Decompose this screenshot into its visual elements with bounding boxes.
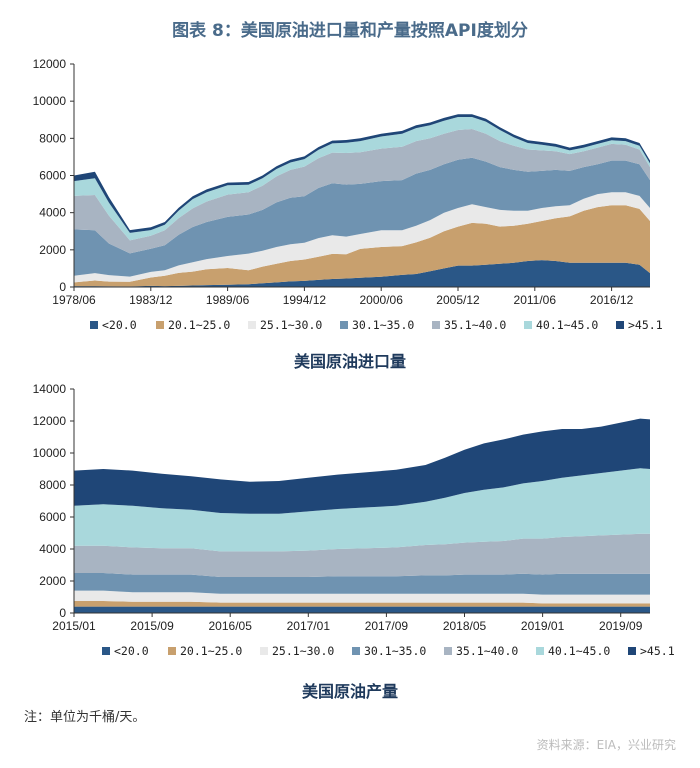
legend-swatch-1: [102, 647, 110, 655]
area-series-4: [74, 573, 650, 595]
y-tick-label: 10000: [33, 94, 67, 108]
x-tick-label: 2011/06: [514, 293, 557, 307]
x-tick-label: 2015/01: [52, 619, 96, 633]
x-tick-label: 2019/09: [599, 619, 643, 633]
legend-swatch-7: [628, 647, 636, 655]
legend-swatch-6: [536, 647, 544, 655]
y-tick-label: 4000: [39, 206, 66, 220]
y-tick-label: 6000: [39, 169, 66, 183]
y-tick-label: 0: [59, 280, 66, 294]
y-tick-label: 12000: [33, 57, 67, 71]
x-tick-label: 1994/12: [283, 293, 327, 307]
x-tick-label: 2016/05: [209, 619, 253, 633]
y-tick-label: 8000: [39, 478, 66, 492]
x-tick-label: 2005/12: [436, 293, 480, 307]
x-tick-label: 2019/01: [521, 619, 565, 633]
legend-swatch-7: [616, 321, 624, 329]
imports-chart-subtitle: 美国原油进口量: [0, 348, 700, 372]
y-tick-label: 2000: [39, 243, 66, 257]
legend-swatch-6: [524, 321, 532, 329]
x-tick-label: 1978/06: [52, 293, 96, 307]
area-series-1: [74, 607, 650, 613]
legend-swatch-2: [156, 321, 164, 329]
legend-label-7: >45.1: [640, 644, 675, 658]
legend-label-4: 30.1~35.0: [352, 318, 414, 332]
x-tick-label: 2000/06: [360, 293, 404, 307]
legend-label-1: <20.0: [102, 318, 137, 332]
legend-label-1: <20.0: [114, 644, 149, 658]
production-chart-subtitle: 美国原油产量: [0, 678, 700, 702]
production-chart: 0 2000 4000 6000 8000 10000 12000 14000 2015/01 2…: [0, 378, 700, 668]
legend-swatch-1: [90, 321, 98, 329]
legend-label-6: 40.1~45.0: [536, 318, 598, 332]
legend-swatch-3: [260, 647, 268, 655]
x-tick-label: 2015/09: [130, 619, 174, 633]
x-tick-label: 2016/12: [590, 293, 634, 307]
y-tick-label: 10000: [33, 446, 67, 460]
legend-label-7: >45.1: [628, 318, 663, 332]
legend-swatch-4: [352, 647, 360, 655]
legend-label-3: 25.1~30.0: [272, 644, 334, 658]
legend-swatch-4: [340, 321, 348, 329]
x-tick-label: 2018/05: [443, 619, 487, 633]
legend-label-5: 35.1~40.0: [444, 318, 506, 332]
legend-label-5: 35.1~40.0: [456, 644, 518, 658]
legend-swatch-5: [444, 647, 452, 655]
y-tick-label: 8000: [39, 131, 66, 145]
legend-swatch-5: [432, 321, 440, 329]
y-tick-label: 0: [59, 606, 66, 620]
y-tick-label: 4000: [39, 542, 66, 556]
legend-label-2: 20.1~25.0: [180, 644, 242, 658]
y-tick-label: 14000: [33, 382, 67, 396]
legend-label-6: 40.1~45.0: [548, 644, 610, 658]
source-note: 资料来源：EIA，兴业研究: [537, 736, 676, 753]
y-tick-label: 6000: [39, 510, 66, 524]
legend-swatch-3: [248, 321, 256, 329]
unit-note: 注：单位为千桶/天。: [24, 706, 145, 725]
legend-label-3: 25.1~30.0: [260, 318, 322, 332]
legend-label-4: 30.1~35.0: [364, 644, 426, 658]
legend-label-2: 20.1~25.0: [168, 318, 230, 332]
legend-swatch-2: [168, 647, 176, 655]
y-tick-label: 12000: [33, 414, 67, 428]
imports-chart: 0 2000 4000 6000 8000 10000 12000 1978/06 1983/1…: [0, 50, 700, 340]
x-tick-label: 2017/01: [287, 619, 331, 633]
x-tick-label: 1983/12: [129, 293, 173, 307]
x-tick-label: 2017/09: [365, 619, 409, 633]
y-tick-label: 2000: [39, 574, 66, 588]
x-tick-label: 1989/06: [206, 293, 250, 307]
page-title: 图表 8：美国原油进口量和产量按照API度划分: [0, 16, 700, 41]
